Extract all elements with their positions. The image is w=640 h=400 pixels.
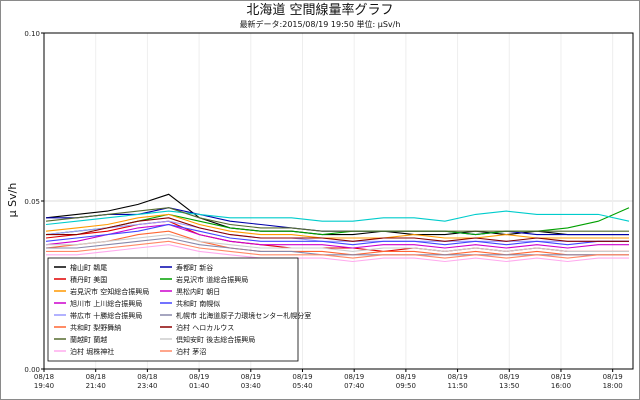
series-line-12: [46, 217, 629, 242]
x-tick-label: 08/19 16:00: [551, 373, 571, 390]
series-line-7: [45, 220, 629, 242]
series-line-11: [46, 234, 629, 252]
series-line-5: [45, 210, 630, 226]
legend-label: 蘭越町 蘭越: [70, 335, 107, 344]
legend-label: 積丹町 美国: [70, 275, 107, 284]
legend-label: 倶知安町 後志総合振興局: [176, 335, 255, 344]
legend-label: 檜山町 鵜尾: [70, 263, 107, 272]
x-tick-label: 08/19 01:40: [189, 373, 209, 390]
legend-label: 泊村 ヘロカルウス: [176, 323, 234, 332]
series-line-14: [45, 207, 629, 232]
legend-label: 岩見沢市 道総合振興局: [176, 275, 248, 284]
x-tick-label: 08/19 09:50: [396, 373, 416, 390]
x-tick-label: 08/18 21:40: [86, 373, 106, 390]
chart-subtitle: 最新データ:2015/08/19 19:50 単位: μSv/h: [240, 19, 401, 29]
y-axis-label: μ Sv/h: [6, 183, 19, 218]
y-tick-label: 0.05: [24, 198, 40, 206]
legend-label: 寿都町 新谷: [176, 263, 213, 272]
legend-label: 帯広市 十勝総合振興局: [70, 311, 142, 320]
x-tick-label: 08/19 05:40: [292, 373, 312, 390]
series-lines: [45, 193, 630, 263]
legend-box: [47, 257, 299, 362]
series-line-4: [45, 213, 629, 239]
y-tick-label: 0.10: [24, 30, 40, 38]
legend-label: 共和町 梨野舞納: [70, 323, 121, 332]
x-tick-label: 08/19 13:50: [499, 373, 519, 390]
series-line-9: [45, 230, 629, 256]
legend-label: 共和町 南幌似: [176, 299, 220, 308]
legend-label: 札幌市 北海道原子力環境センター札幌分室: [176, 311, 311, 320]
series-line-8: [45, 223, 629, 246]
legend-label: 旭川市 上川総合振興局: [70, 299, 142, 308]
chart-title: 北海道 空間線量率グラフ: [246, 2, 393, 18]
legend-label: 泊村 堀株神社: [70, 347, 114, 356]
series-line-0: [45, 193, 629, 236]
x-tick-label: 08/18 19:40: [34, 373, 54, 390]
series-line-13: [46, 240, 629, 259]
legend-label: 岩見沢市 空知総合振興局: [70, 287, 149, 296]
series-line-6: [45, 223, 629, 249]
legend-label: 黒松内町 朝日: [176, 287, 220, 296]
x-tick-label: 08/18 23:40: [137, 373, 157, 390]
x-tick-label: 08/19 07:40: [344, 373, 364, 390]
axes: 0.00 0.05 0.10 08/18 19:40 08/18 21:40 08/18 23:…: [24, 30, 634, 390]
series-line-15: [46, 244, 629, 263]
x-tick-label: 08/19 18:00: [603, 373, 623, 390]
y-tick-label: 0.00: [24, 366, 40, 374]
legend-label: 泊村 茅沼: [176, 347, 206, 356]
x-tick-label: 08/19 11:50: [447, 373, 467, 390]
x-tick-label: 08/19 03:40: [241, 373, 261, 390]
